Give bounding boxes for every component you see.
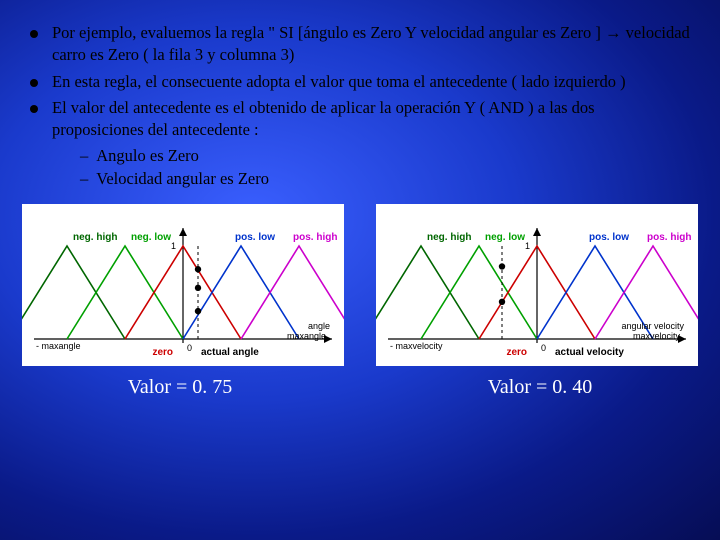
svg-text:pos. low: pos. low [235, 232, 275, 243]
chart-right-svg: neg. high neg. low pos. low pos. high 1 - max… [376, 204, 698, 366]
svg-text:zero: zero [152, 347, 173, 358]
svg-text:0: 0 [187, 343, 192, 353]
svg-text:- maxvelocity: - maxvelocity [390, 341, 443, 351]
chart-right: neg. high neg. low pos. low pos. high 1 - max… [376, 204, 698, 366]
bullet-item: El valor del antecedente es el obtenido … [30, 97, 690, 142]
svg-text:neg. low: neg. low [131, 232, 171, 243]
svg-text:1: 1 [525, 241, 530, 251]
bullet-text: Por ejemplo, evaluemos la regla " SI [án… [52, 22, 690, 67]
bullet-text: En esta regla, el consecuente adopta el … [52, 71, 626, 93]
svg-text:angle: angle [308, 321, 330, 331]
sub-bullet-text: Angulo es Zero [96, 146, 199, 165]
svg-text:1: 1 [171, 241, 176, 251]
bullet-dot-icon [30, 30, 38, 38]
svg-text:neg. low: neg. low [485, 232, 525, 243]
svg-text:pos. high: pos. high [293, 232, 337, 243]
svg-text:- maxangle: - maxangle [36, 341, 81, 351]
svg-text:actual angle: actual angle [201, 347, 259, 358]
charts-row: neg. high neg. low pos. low pos. high 1 - max… [0, 190, 720, 366]
sub-bullet-item: –Angulo es Zero [80, 145, 690, 167]
sub-bullet-item: –Velocidad angular es Zero [80, 168, 690, 190]
bullet-dot-icon [30, 105, 38, 113]
caption-left: Valor = 0. 75 [128, 376, 233, 399]
chart-left-svg: neg. high neg. low pos. low pos. high 1 - max… [22, 204, 344, 366]
svg-text:neg. high: neg. high [427, 232, 471, 243]
dash-icon: – [80, 146, 88, 165]
svg-text:pos. low: pos. low [589, 232, 629, 243]
bullet-item: Por ejemplo, evaluemos la regla " SI [án… [30, 22, 690, 67]
caption-right: Valor = 0. 40 [488, 376, 593, 399]
svg-text:zero: zero [506, 347, 527, 358]
bullet-item: En esta regla, el consecuente adopta el … [30, 71, 690, 93]
svg-text:0: 0 [541, 343, 546, 353]
sub-bullet-list: –Angulo es Zero –Velocidad angular es Ze… [80, 145, 690, 190]
svg-text:maxvelocity: maxvelocity [633, 331, 681, 341]
sub-bullet-text: Velocidad angular es Zero [96, 169, 269, 188]
dash-icon: – [80, 169, 88, 188]
caption-row: Valor = 0. 75 Valor = 0. 40 [0, 366, 720, 399]
bullet-text: El valor del antecedente es el obtenido … [52, 97, 690, 142]
chart-left: neg. high neg. low pos. low pos. high 1 - max… [22, 204, 344, 366]
svg-text:neg. high: neg. high [73, 232, 117, 243]
bullet-list: Por ejemplo, evaluemos la regla " SI [án… [30, 22, 690, 141]
svg-text:angular velocity: angular velocity [621, 321, 684, 331]
svg-text:actual velocity: actual velocity [555, 347, 624, 358]
svg-text:maxangle: maxangle [287, 331, 326, 341]
svg-text:pos. high: pos. high [647, 232, 691, 243]
slide-content: Por ejemplo, evaluemos la regla " SI [án… [0, 0, 720, 190]
bullet-dot-icon [30, 79, 38, 87]
